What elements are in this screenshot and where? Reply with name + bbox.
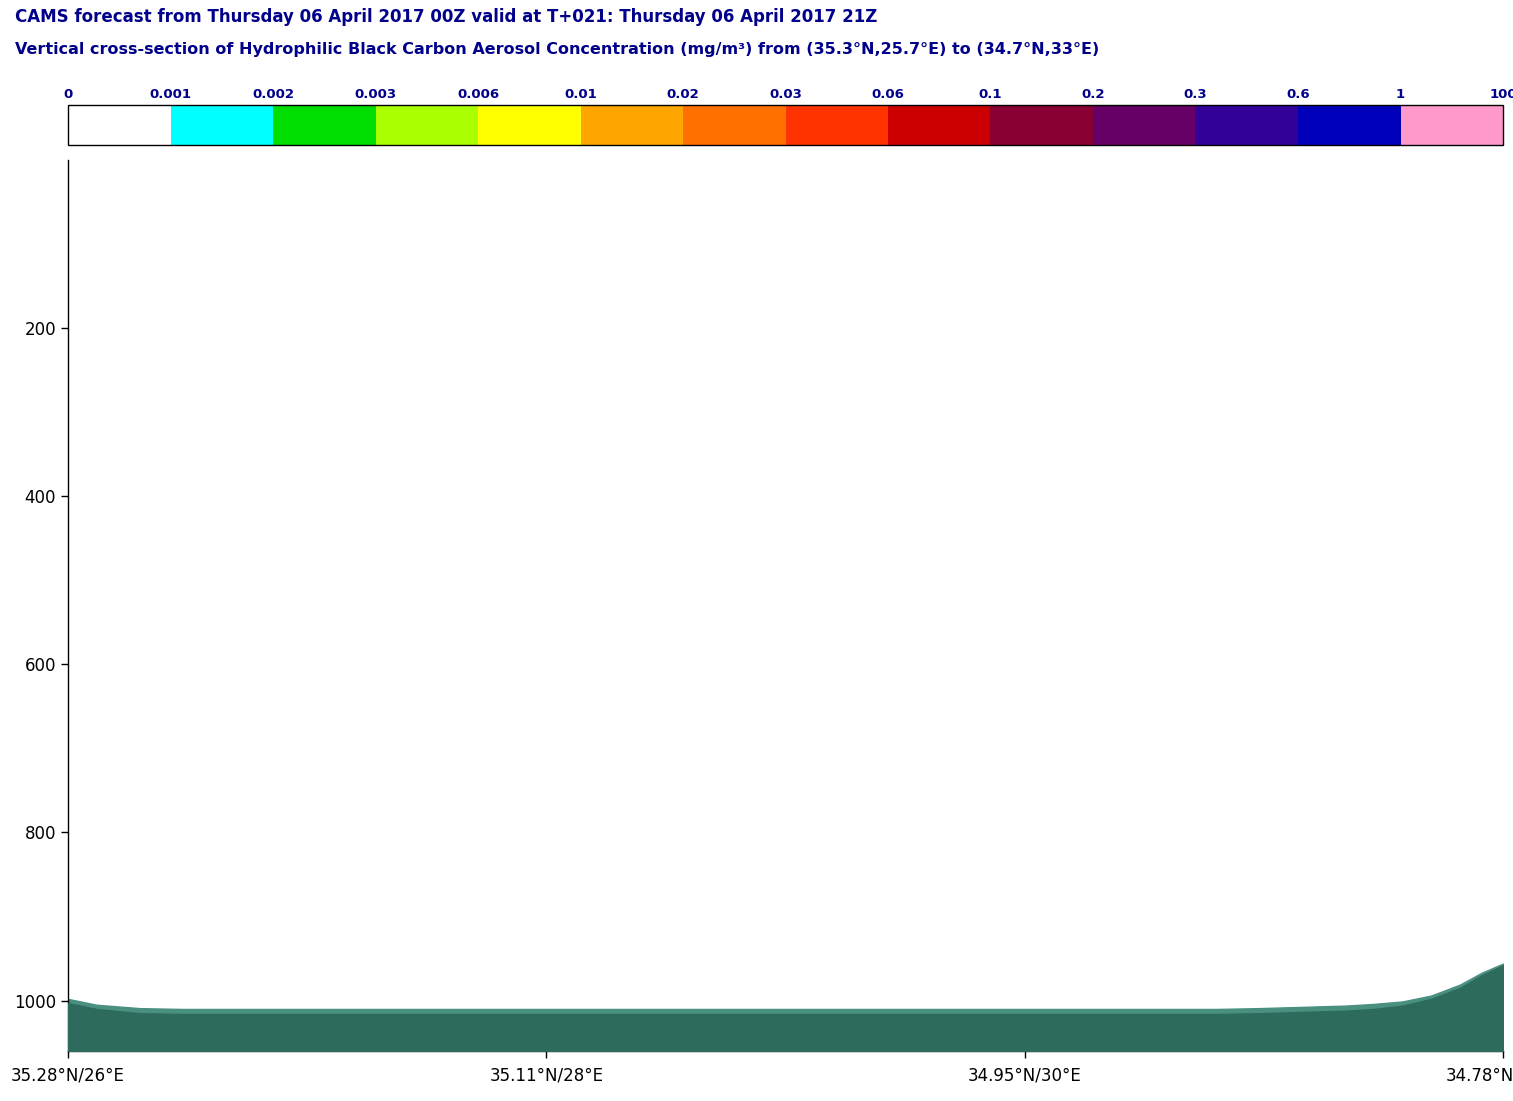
Text: 0.6: 0.6 [1286,88,1310,101]
Text: 0.01: 0.01 [564,88,596,101]
Text: 0.006: 0.006 [457,88,499,101]
Text: 0: 0 [64,88,73,101]
Text: 0.001: 0.001 [150,88,192,101]
Text: 0.2: 0.2 [1082,88,1104,101]
Text: 0.03: 0.03 [769,88,802,101]
Text: 0.06: 0.06 [871,88,905,101]
Text: 0.002: 0.002 [253,88,294,101]
Text: 0.02: 0.02 [667,88,699,101]
Text: 0.003: 0.003 [354,88,396,101]
Text: 1: 1 [1396,88,1406,101]
Text: Vertical cross-section of Hydrophilic Black Carbon Aerosol Concentration (mg/m³): Vertical cross-section of Hydrophilic Bl… [15,42,1100,57]
Text: CAMS forecast from Thursday 06 April 2017 00Z valid at T+021: Thursday 06 April : CAMS forecast from Thursday 06 April 201… [15,8,878,26]
Text: 0.3: 0.3 [1183,88,1207,101]
Text: 100: 100 [1489,88,1513,101]
Text: 0.1: 0.1 [979,88,1002,101]
